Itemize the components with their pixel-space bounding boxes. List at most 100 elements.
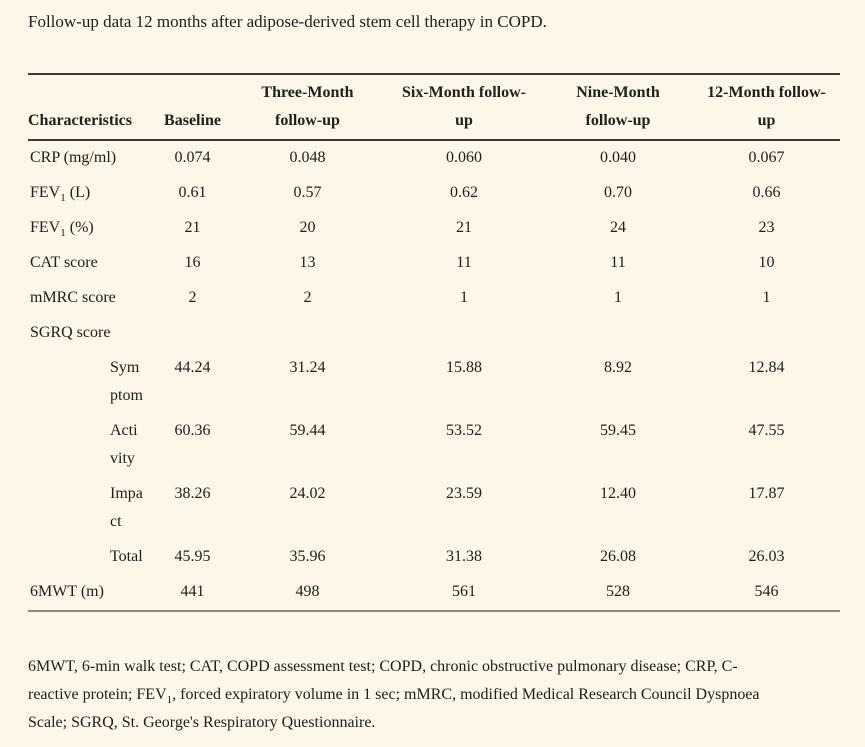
- cell-value: 17.87: [748, 485, 785, 502]
- cell-value: 528: [606, 583, 630, 600]
- header-row: Characteristics Baseline Three-Month fol…: [28, 74, 840, 140]
- cell-value: 10: [758, 254, 775, 271]
- column-header-baseline: Baseline: [155, 74, 230, 140]
- header-line: follow-up: [275, 112, 340, 129]
- cell-value: 0.61: [178, 184, 207, 201]
- column-header-twelve-month: 12-Month follow- up: [693, 74, 840, 140]
- cell-value: 16: [184, 254, 201, 271]
- column-header-six-month: Six-Month follow- up: [385, 74, 543, 140]
- row-label-text: ptom: [110, 387, 143, 404]
- cell-value: 59.44: [289, 422, 326, 439]
- column-header-three-month: Three-Month follow-up: [230, 74, 385, 140]
- subscript: 1: [60, 227, 66, 240]
- header-line: follow-up: [585, 112, 651, 129]
- row-label-text: Total: [110, 548, 143, 565]
- column-header-nine-month: Nine-Month follow-up: [543, 74, 693, 140]
- sub-row-label: Total: [110, 543, 155, 571]
- row-label-text: CAT score: [30, 254, 98, 271]
- cell-value: [385, 316, 543, 351]
- cell-value: 0.66: [752, 184, 781, 201]
- cell-value: 1: [762, 289, 771, 306]
- followup-data-table: Characteristics Baseline Three-Month fol…: [28, 73, 840, 612]
- cell-value: 12.84: [748, 359, 785, 376]
- row-label: FEV1 (L): [28, 176, 155, 211]
- cell-value: 1: [614, 289, 622, 306]
- cell-value: 11: [610, 254, 626, 271]
- row-label-text: Sym: [110, 359, 140, 376]
- cell-value: 24: [610, 219, 626, 236]
- row-label-text: mMRC score: [30, 289, 116, 306]
- cell-value: [155, 316, 230, 351]
- cell-value: 1: [460, 289, 468, 306]
- cell-value: 0.70: [604, 184, 632, 201]
- column-header-characteristics: Characteristics: [28, 74, 155, 140]
- cell-value: [230, 316, 385, 351]
- row-label: Impa ct: [28, 477, 155, 540]
- row-label-text: Impa: [110, 485, 143, 502]
- cell-value: 38.26: [174, 485, 211, 502]
- cell-value: 59.45: [600, 422, 636, 439]
- table-caption: Follow-up data 12 months after adipose-d…: [28, 12, 547, 31]
- cell-value: 561: [452, 583, 476, 600]
- subscript: 1: [60, 192, 66, 205]
- cell-value: 21: [184, 219, 201, 236]
- row-label: Sym ptom: [28, 351, 155, 414]
- cell-value: 24.02: [289, 485, 326, 502]
- cell-value: 2: [188, 289, 197, 306]
- sub-row-label: Sym ptom: [110, 354, 155, 410]
- table-row-sgrq-symptom: Sym ptom 44.24 31.24 15.88 8.92 12.84: [28, 351, 840, 414]
- table-header: Characteristics Baseline Three-Month fol…: [28, 74, 840, 140]
- cell-value: 0.57: [293, 184, 322, 201]
- row-label: mMRC score: [28, 281, 155, 316]
- table-row-mmrc: mMRC score 2 2 1 1 1: [28, 281, 840, 316]
- row-label-unit: (L): [65, 184, 91, 201]
- table-row-fev1-l: FEV1 (L) 0.61 0.57 0.62 0.70 0.66: [28, 176, 840, 211]
- footnote-text: reactive protein; FEV: [28, 686, 167, 703]
- footnote-text: , forced expiratory volume in 1 sec; mMR…: [172, 686, 760, 703]
- cell-value: 13: [299, 254, 316, 271]
- sub-row-label: Acti vity: [110, 417, 155, 473]
- row-label: 6MWT (m): [28, 575, 155, 611]
- row-label-unit: (%): [65, 219, 94, 236]
- footnote-line: reactive protein; FEV1, forced expirator…: [28, 681, 840, 709]
- header-line: Characteristics: [28, 112, 132, 129]
- cell-value: 0.067: [748, 149, 785, 166]
- cell-value: 60.36: [174, 422, 211, 439]
- table-row-sgrq-impact: Impa ct 38.26 24.02 23.59 12.40 17.87: [28, 477, 840, 540]
- row-label: SGRQ score: [28, 316, 155, 351]
- cell-value: 45.95: [174, 548, 211, 565]
- cell-value: 2: [303, 289, 312, 306]
- footnote-line: 6MWT, 6-min walk test; CAT, COPD assessm…: [28, 658, 738, 675]
- table-row-cat: CAT score 16 13 11 11 10: [28, 246, 840, 281]
- row-label: CAT score: [28, 246, 155, 281]
- row-label-text: vity: [110, 450, 135, 467]
- cell-value: 0.074: [174, 149, 211, 166]
- cell-value: 23: [758, 219, 775, 236]
- cell-value: 53.52: [446, 422, 482, 439]
- cell-value: 31.24: [289, 359, 326, 376]
- cell-value: [543, 316, 693, 351]
- row-label: Total: [28, 540, 155, 575]
- cell-value: [693, 316, 840, 351]
- row-label: Acti vity: [28, 414, 155, 477]
- footnote-line: Scale; SGRQ, St. George's Respiratory Qu…: [28, 714, 376, 731]
- cell-value: 546: [754, 583, 779, 600]
- header-line: Six-Month follow-: [402, 84, 526, 101]
- row-label-text: 6MWT (m): [30, 583, 104, 600]
- table-row-sgrq-activity: Acti vity 60.36 59.44 53.52 59.45 47.55: [28, 414, 840, 477]
- cell-value: 20: [299, 219, 316, 236]
- cell-value: 23.59: [446, 485, 482, 502]
- header-line: Baseline: [164, 112, 221, 129]
- cell-value: 0.040: [600, 149, 636, 166]
- footnote: 6MWT, 6-min walk test; CAT, COPD assessm…: [28, 653, 840, 737]
- cell-value: 15.88: [446, 359, 482, 376]
- row-label-text: FEV: [30, 219, 61, 236]
- cell-value: 26.08: [600, 548, 636, 565]
- cell-value: 0.62: [450, 184, 478, 201]
- row-label-text: SGRQ score: [30, 324, 111, 341]
- header-line: Nine-Month: [576, 84, 660, 101]
- table-row-crp: CRP (mg/ml) 0.074 0.048 0.060 0.040 0.06…: [28, 140, 840, 176]
- table-row-sgrq: SGRQ score: [28, 316, 840, 351]
